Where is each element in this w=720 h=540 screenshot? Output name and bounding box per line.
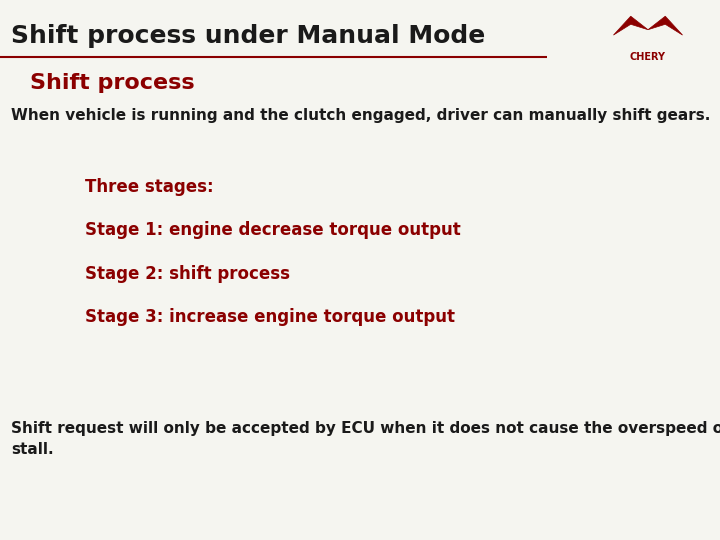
Text: Shift process under Manual Mode: Shift process under Manual Mode — [11, 24, 485, 48]
Text: Stage 3: increase engine torque output: Stage 3: increase engine torque output — [85, 308, 455, 326]
PathPatch shape — [648, 16, 683, 35]
Text: Shift process: Shift process — [30, 73, 194, 93]
Text: CHERY: CHERY — [630, 52, 666, 62]
Text: Three stages:: Three stages: — [85, 178, 213, 196]
PathPatch shape — [613, 16, 648, 35]
Text: Shift request will only be accepted by ECU when it does not cause the overspeed : Shift request will only be accepted by E… — [11, 421, 720, 457]
Text: Stage 2: shift process: Stage 2: shift process — [85, 265, 290, 282]
Text: When vehicle is running and the clutch engaged, driver can manually shift gears.: When vehicle is running and the clutch e… — [11, 108, 711, 123]
Text: Stage 1: engine decrease torque output: Stage 1: engine decrease torque output — [85, 221, 461, 239]
